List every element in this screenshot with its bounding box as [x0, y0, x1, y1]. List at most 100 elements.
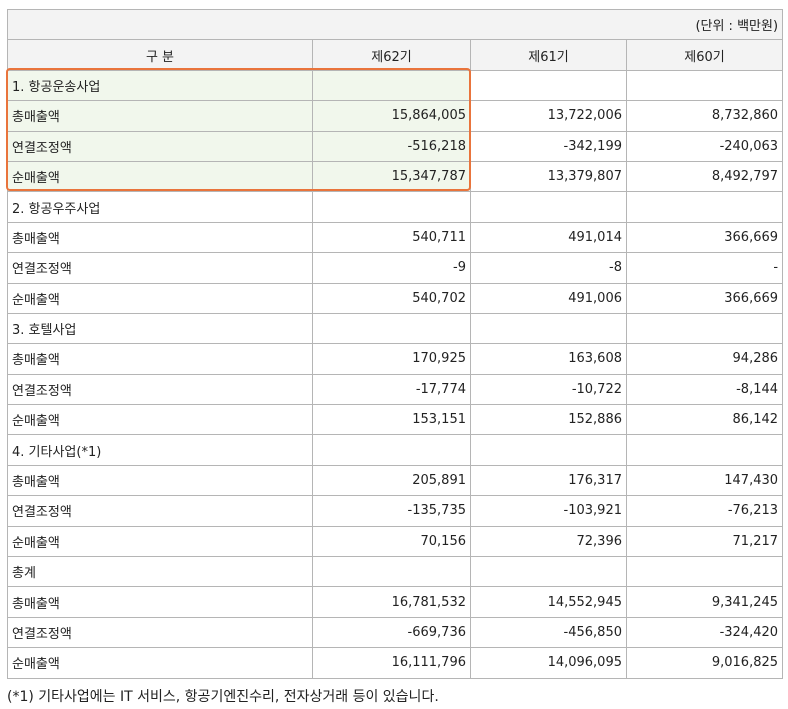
data-row: 순매출액 153,151 152,886 86,142: [7, 404, 784, 436]
value-cell: -8,144: [625, 373, 784, 406]
value-cell: 170,925: [312, 343, 471, 375]
data-row: 순매출액 16,111,796 14,096,095 9,016,825: [7, 647, 784, 679]
value-cell: 94,286: [625, 343, 784, 375]
data-row: 총매출액 205,891 176,317 147,430: [7, 464, 784, 497]
row-label: 순매출액: [7, 404, 313, 436]
row-label: 총매출액: [7, 464, 313, 497]
table-body: (단위 : 백만원) 구 분 제62기 제61기 제60기 1. 항공운송사업 총매출액 1…: [6, 8, 784, 679]
empty-cell: [625, 556, 784, 588]
value-cell: -: [625, 252, 784, 284]
sales-table: (단위 : 백만원) 구 분 제62기 제61기 제60기 1. 항공운송사업 총매출액 1…: [6, 8, 784, 679]
row-label: 연결조정액: [7, 495, 313, 527]
value-cell: -342,199: [470, 130, 627, 162]
value-cell: -456,850: [470, 616, 627, 649]
empty-cell: [470, 312, 627, 345]
row-label: 연결조정액: [7, 252, 313, 284]
value-cell: 366,669: [625, 282, 784, 314]
section-row: 총계: [7, 556, 784, 588]
empty-cell: [625, 69, 784, 102]
data-row: 총매출액 16,781,532 14,552,945 9,341,245: [7, 586, 784, 618]
header-cell: 제61기: [470, 39, 627, 71]
value-cell: 9,016,825: [625, 647, 784, 679]
row-label: 연결조정액: [7, 373, 313, 406]
value-cell: 153,151: [312, 404, 471, 436]
empty-cell: [312, 556, 471, 588]
value-cell: 8,732,860: [625, 100, 784, 132]
value-cell: 147,430: [625, 464, 784, 497]
data-row: 총매출액 540,711 491,014 366,669: [7, 221, 784, 254]
value-cell: -10,722: [470, 373, 627, 406]
data-row: 연결조정액 -135,735 -103,921 -76,213: [7, 495, 784, 527]
value-cell: 14,552,945: [470, 586, 627, 618]
row-label: 4. 기타사업(*1): [7, 434, 313, 466]
section-row: 3. 호텔사업: [7, 312, 784, 345]
value-cell: 540,702: [312, 282, 471, 314]
header-row: 구 분 제62기 제61기 제60기: [7, 39, 784, 71]
header-cell: 구 분: [7, 39, 313, 71]
value-cell: -76,213: [625, 495, 784, 527]
value-cell: -516,218: [312, 130, 471, 162]
value-cell: 491,014: [470, 221, 627, 254]
value-cell: 16,781,532: [312, 586, 471, 618]
row-label: 순매출액: [7, 160, 313, 193]
row-label: 연결조정액: [7, 130, 313, 162]
value-cell: -669,736: [312, 616, 471, 649]
value-cell: -9: [312, 252, 471, 284]
empty-cell: [625, 191, 784, 223]
row-label: 순매출액: [7, 525, 313, 558]
row-label: 2. 항공우주사업: [7, 191, 313, 223]
value-cell: -17,774: [312, 373, 471, 406]
value-cell: 176,317: [470, 464, 627, 497]
empty-cell: [470, 556, 627, 588]
value-cell: 15,864,005: [312, 100, 471, 132]
empty-cell: [312, 191, 471, 223]
value-cell: 13,379,807: [470, 160, 627, 193]
row-label: 3. 호텔사업: [7, 312, 313, 345]
unit-row: (단위 : 백만원): [6, 8, 784, 41]
value-cell: 152,886: [470, 404, 627, 436]
data-row: 연결조정액 -669,736 -456,850 -324,420: [7, 616, 784, 649]
row-label: 총매출액: [7, 343, 313, 375]
value-cell: 366,669: [625, 221, 784, 254]
section-row: 4. 기타사업(*1): [7, 434, 784, 466]
header-cell: 제60기: [625, 39, 784, 71]
value-cell: 71,217: [625, 525, 784, 558]
footnote: (*1) 기타사업에는 IT 서비스, 항공기엔진수리, 전자상거래 등이 있습…: [7, 689, 439, 705]
value-cell: 9,341,245: [625, 586, 784, 618]
value-cell: -240,063: [625, 130, 784, 162]
row-label: 순매출액: [7, 282, 313, 314]
value-cell: 14,096,095: [470, 647, 627, 679]
value-cell: -103,921: [470, 495, 627, 527]
data-row: 연결조정액 -516,218 -342,199 -240,063: [7, 130, 784, 162]
empty-cell: [625, 312, 784, 345]
row-label: 순매출액: [7, 647, 313, 679]
value-cell: 8,492,797: [625, 160, 784, 193]
section-row: 1. 항공운송사업: [7, 69, 784, 102]
value-cell: 15,347,787: [312, 160, 471, 193]
value-cell: -135,735: [312, 495, 471, 527]
section-row: 2. 항공우주사업: [7, 191, 784, 223]
data-row: 총매출액 170,925 163,608 94,286: [7, 343, 784, 375]
value-cell: 13,722,006: [470, 100, 627, 132]
row-label: 총매출액: [7, 100, 313, 132]
empty-cell: [470, 434, 627, 466]
empty-cell: [312, 69, 471, 102]
value-cell: 491,006: [470, 282, 627, 314]
value-cell: 70,156: [312, 525, 471, 558]
value-cell: 205,891: [312, 464, 471, 497]
value-cell: 86,142: [625, 404, 784, 436]
data-row: 순매출액 15,347,787 13,379,807 8,492,797: [7, 160, 784, 193]
value-cell: 16,111,796: [312, 647, 471, 679]
data-row: 총매출액 15,864,005 13,722,006 8,732,860: [7, 100, 784, 132]
value-cell: 163,608: [470, 343, 627, 375]
row-label: 총매출액: [7, 221, 313, 254]
value-cell: -324,420: [625, 616, 784, 649]
row-label: 1. 항공운송사업: [7, 69, 313, 102]
empty-cell: [470, 191, 627, 223]
unit: (단위 : 백만원): [6, 8, 784, 41]
value-cell: 72,396: [470, 525, 627, 558]
data-row: 순매출액 540,702 491,006 366,669: [7, 282, 784, 314]
data-row: 연결조정액 -9 -8-: [7, 252, 784, 284]
empty-cell: [312, 434, 471, 466]
